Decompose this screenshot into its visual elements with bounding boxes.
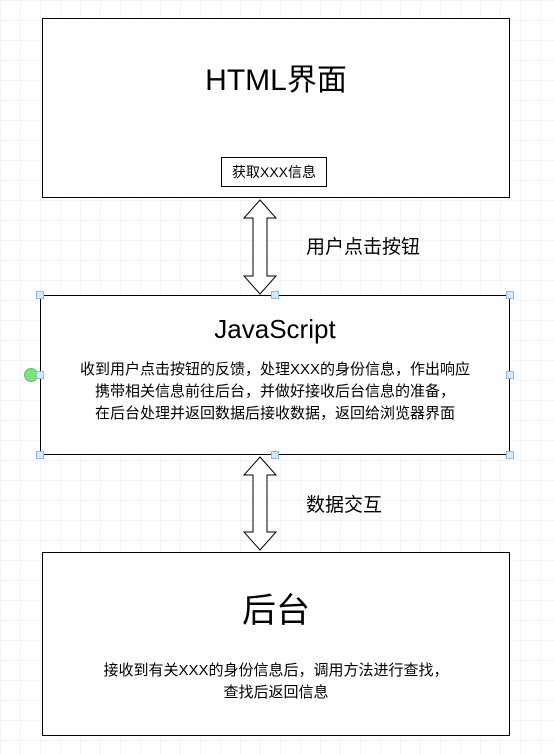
- arrow-data-exchange: [244, 457, 276, 550]
- node-javascript-desc: 收到用户点击按钮的反馈，处理XXX的身份信息，作出响应 携带相关信息前往后台，并…: [41, 359, 509, 424]
- node-html-title: HTML界面: [43, 55, 509, 99]
- resize-handle-ne[interactable]: [506, 291, 514, 299]
- node-html[interactable]: HTML界面 获取XXX信息: [42, 18, 510, 198]
- arrow-user-click: [244, 200, 276, 294]
- arrow-user-click-label: 用户点击按钮: [306, 232, 420, 259]
- resize-handle-e[interactable]: [506, 371, 514, 379]
- node-backend-title: 后台: [43, 583, 509, 632]
- resize-handle-nw[interactable]: [36, 291, 44, 299]
- resize-handle-se[interactable]: [506, 451, 514, 459]
- resize-handle-n[interactable]: [271, 291, 279, 299]
- get-info-button-label: 获取XXX信息: [232, 164, 316, 180]
- node-backend[interactable]: 后台 接收到有关XXX的身份信息后，调用方法进行查找， 查找后返回信息: [42, 552, 510, 736]
- resize-handle-sw[interactable]: [36, 451, 44, 459]
- node-javascript[interactable]: JavaScript 收到用户点击按钮的反馈，处理XXX的身份信息，作出响应 携…: [40, 295, 510, 455]
- node-javascript-title: JavaScript: [41, 314, 509, 345]
- arrow-data-exchange-label: 数据交互: [306, 490, 382, 517]
- resize-handle-w[interactable]: [36, 371, 44, 379]
- node-backend-desc: 接收到有关XXX的身份信息后，调用方法进行查找， 查找后返回信息: [43, 660, 509, 704]
- get-info-button[interactable]: 获取XXX信息: [221, 157, 327, 187]
